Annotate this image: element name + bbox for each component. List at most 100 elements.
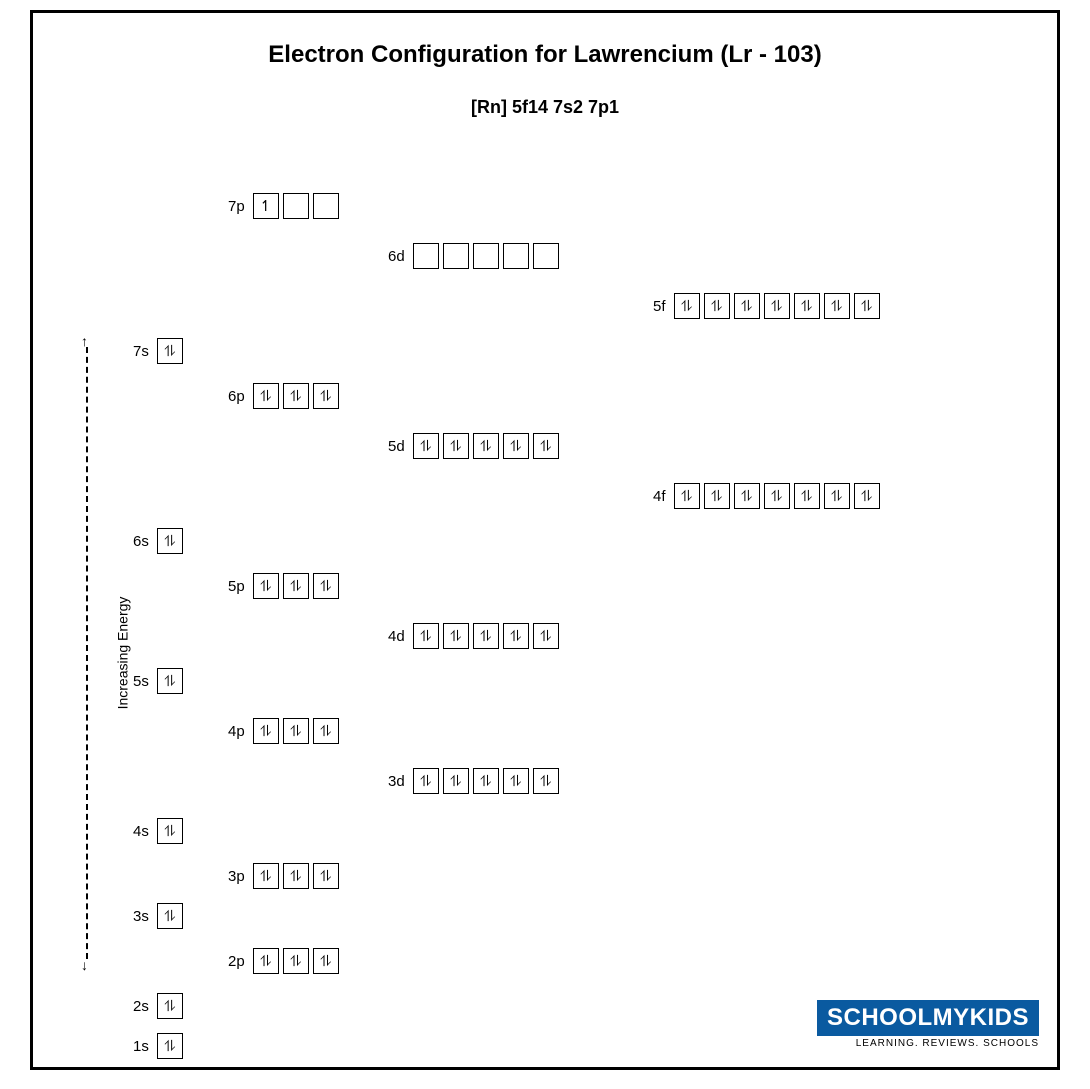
- electron-box: ⥮: [283, 573, 309, 599]
- orbital-row-4p: 4p ⥮⥮⥮: [228, 718, 339, 744]
- electron-box: ⥮: [157, 818, 183, 844]
- orbital-label: 6d: [388, 248, 405, 265]
- orbital-row-7s: 7s ⥮: [133, 338, 183, 364]
- orbital-boxes: ⥮⥮⥮⥮⥮: [413, 623, 559, 649]
- orbital-boxes: ⥮: [157, 668, 183, 694]
- electron-box: ⥮: [157, 668, 183, 694]
- logo-main-text: SCHOOLMYKIDS: [817, 1000, 1039, 1036]
- electron-box: ⥮: [533, 768, 559, 794]
- electron-box: ⥮: [473, 768, 499, 794]
- electron-box: ⥮: [734, 293, 760, 319]
- electron-box: ⥮: [854, 293, 880, 319]
- orbital-boxes: ⥮: [157, 903, 183, 929]
- electron-box: ⥮: [253, 948, 279, 974]
- electron-box: [313, 193, 339, 219]
- orbital-row-6s: 6s⥮: [133, 528, 183, 554]
- orbital-label: 4p: [228, 723, 245, 740]
- electron-box: ⥮: [157, 993, 183, 1019]
- electron-box: ⥮: [824, 483, 850, 509]
- electron-box: ⥮: [283, 718, 309, 744]
- electron-box: ⥮: [734, 483, 760, 509]
- electron-box: ⥮: [473, 623, 499, 649]
- electron-box: ⥮: [503, 623, 529, 649]
- electron-box: ⥮: [283, 948, 309, 974]
- electron-box: ⥮: [704, 483, 730, 509]
- electron-box: ⥮: [157, 1033, 183, 1059]
- electron-box: ⥮: [313, 383, 339, 409]
- electron-box: ⥮: [854, 483, 880, 509]
- orbital-row-5s: 5s ⥮: [133, 668, 183, 694]
- electron-box: ⥮: [313, 573, 339, 599]
- orbital-row-6d: 6d: [388, 243, 559, 269]
- orbital-boxes: ⥮: [157, 1033, 183, 1059]
- electron-box: ⥮: [443, 768, 469, 794]
- axis-label: Increasing Energy: [114, 597, 130, 710]
- orbital-row-3p: 3p⥮⥮⥮: [228, 863, 339, 889]
- electron-box: ⥮: [794, 483, 820, 509]
- orbital-row-4d: 4d ⥮⥮⥮⥮⥮: [388, 623, 559, 649]
- electron-box: ⥮: [674, 293, 700, 319]
- orbital-row-3d: 3d⥮⥮⥮⥮⥮: [388, 768, 559, 794]
- electron-box: ⥮: [503, 768, 529, 794]
- orbital-row-6p: 6p⥮⥮⥮: [228, 383, 339, 409]
- orbital-boxes: ⥮⥮⥮⥮⥮⥮⥮: [674, 293, 880, 319]
- electron-box: ⥮: [413, 433, 439, 459]
- orbital-row-5d: 5d⥮⥮⥮⥮⥮: [388, 433, 559, 459]
- electron-box: ⥮: [764, 293, 790, 319]
- electron-box: ⥮: [824, 293, 850, 319]
- arrow-down-icon: ↓: [81, 957, 88, 973]
- orbital-label: 5s: [133, 673, 149, 690]
- electron-box: ⥮: [533, 623, 559, 649]
- orbital-boxes: ⥮⥮⥮: [253, 948, 339, 974]
- orbital-boxes: ⥮⥮⥮⥮⥮⥮⥮: [674, 483, 880, 509]
- orbital-boxes: ⥮: [157, 338, 183, 364]
- electron-box: ⥮: [253, 383, 279, 409]
- electron-box: [283, 193, 309, 219]
- orbital-label: 7s: [133, 343, 149, 360]
- diagram-subtitle: [Rn] 5f14 7s2 7p1: [33, 97, 1057, 118]
- electron-box: ⥮: [794, 293, 820, 319]
- orbital-label: 2p: [228, 953, 245, 970]
- electron-box: [533, 243, 559, 269]
- orbital-row-2s: 2s⥮: [133, 993, 183, 1019]
- orbital-row-4s: 4s ⥮: [133, 818, 183, 844]
- orbital-label: 6p: [228, 388, 245, 405]
- diagram-frame: Electron Configuration for Lawrencium (L…: [30, 10, 1060, 1070]
- electron-box: ⥮: [764, 483, 790, 509]
- electron-box: ⥮: [283, 383, 309, 409]
- electron-box: ⥮: [313, 948, 339, 974]
- electron-box: ⥮: [253, 718, 279, 744]
- orbital-label: 5p: [228, 578, 245, 595]
- orbital-boxes: ⥮: [157, 528, 183, 554]
- orbital-label: 5f: [653, 298, 666, 315]
- electron-box: ⥮: [413, 623, 439, 649]
- electron-box: ⥮: [313, 863, 339, 889]
- logo-sub-text: LEARNING. REVIEWS. SCHOOLS: [817, 1038, 1039, 1049]
- orbital-label: 3s: [133, 908, 149, 925]
- orbital-label: 4s: [133, 823, 149, 840]
- orbital-boxes: ⥮⥮⥮: [253, 573, 339, 599]
- orbital-row-3s: 3s ⥮: [133, 903, 183, 929]
- electron-box: ⥮: [253, 573, 279, 599]
- orbital-diagram: ↑ Increasing Energy ↓ 7p↿6d5f⥮⥮⥮⥮⥮⥮⥮7s⥮6…: [33, 163, 1057, 1033]
- electron-box: ⥮: [704, 293, 730, 319]
- electron-box: ⥮: [443, 433, 469, 459]
- orbital-boxes: ⥮⥮⥮⥮⥮: [413, 433, 559, 459]
- orbital-boxes: [413, 243, 559, 269]
- axis-line: [86, 347, 88, 959]
- orbital-label: 4d: [388, 628, 405, 645]
- orbital-boxes: ⥮⥮⥮⥮⥮: [413, 768, 559, 794]
- electron-box: ⥮: [253, 863, 279, 889]
- orbital-boxes: ⥮⥮⥮: [253, 718, 339, 744]
- electron-box: ⥮: [533, 433, 559, 459]
- orbital-row-4f: 4f ⥮⥮⥮⥮⥮⥮⥮: [653, 483, 880, 509]
- brand-logo: SCHOOLMYKIDS LEARNING. REVIEWS. SCHOOLS: [817, 1000, 1039, 1049]
- electron-box: ⥮: [157, 338, 183, 364]
- orbital-boxes: ↿: [253, 193, 339, 219]
- electron-box: [473, 243, 499, 269]
- orbital-row-5p: 5p⥮⥮⥮: [228, 573, 339, 599]
- orbital-boxes: ⥮: [157, 993, 183, 1019]
- electron-box: ↿: [253, 193, 279, 219]
- orbital-label: 4f: [653, 488, 666, 505]
- orbital-row-2p: 2p⥮⥮⥮: [228, 948, 339, 974]
